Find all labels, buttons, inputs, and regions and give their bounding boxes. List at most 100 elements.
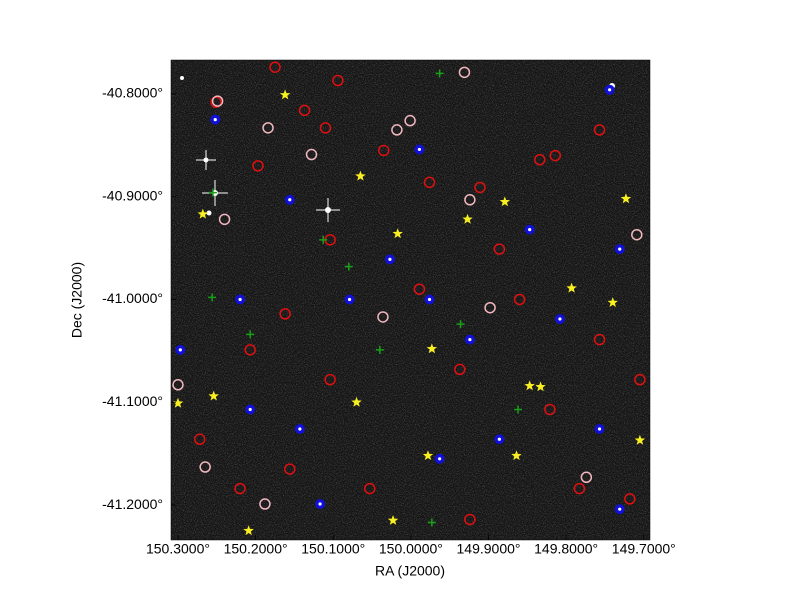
- source-cross: [246, 330, 255, 339]
- source-cross: [319, 235, 328, 244]
- dot-center: [427, 297, 432, 302]
- source-circle: [634, 373, 646, 386]
- source-circle: [284, 463, 296, 475]
- y-tick-label: -41.2000°: [102, 496, 163, 512]
- source-circle: [464, 513, 476, 526]
- source-circle: [324, 373, 336, 386]
- source-circle: [534, 153, 546, 166]
- source-star: [566, 282, 577, 293]
- source-circle: [218, 213, 231, 226]
- source-star: [620, 193, 632, 204]
- source-circle: [319, 122, 332, 134]
- source-dot: [210, 114, 221, 125]
- source-cross: [435, 69, 444, 78]
- source-circle: [484, 301, 496, 314]
- source-dot: [414, 144, 425, 155]
- source-circle: [172, 379, 184, 391]
- source-circle: [259, 498, 271, 510]
- source-circle: [549, 149, 562, 162]
- source-circle: [624, 493, 636, 505]
- source-circle: [593, 333, 606, 346]
- source-star: [279, 89, 291, 100]
- source-star: [351, 396, 362, 407]
- source-dot: [235, 294, 246, 305]
- source-circle: [413, 283, 426, 295]
- source-circle: [332, 74, 344, 87]
- source-dot: [464, 334, 475, 345]
- source-circle: [298, 104, 311, 117]
- markers: [172, 61, 646, 536]
- source-dot: [494, 434, 505, 445]
- source-circle: [423, 176, 436, 189]
- source-star: [462, 213, 473, 224]
- x-tick-label: 150.2000°: [224, 541, 288, 557]
- dot-center: [597, 427, 602, 431]
- source-star: [499, 196, 511, 207]
- source-star: [355, 170, 366, 181]
- source-cross: [208, 188, 217, 197]
- x-axis-label: RA (J2000): [375, 563, 445, 579]
- dot-center: [347, 297, 352, 302]
- source-circle: [404, 114, 416, 127]
- dot-center: [238, 297, 242, 302]
- source-dot: [554, 314, 565, 325]
- sky-image: [171, 60, 650, 540]
- dot-center: [288, 198, 292, 202]
- source-cross: [456, 320, 465, 329]
- source-circle: [234, 482, 246, 495]
- source-dot: [434, 453, 445, 464]
- dot-center: [618, 507, 622, 511]
- dot-center: [417, 147, 422, 152]
- source-circle: [573, 482, 586, 495]
- source-circle: [305, 148, 318, 161]
- source-cross: [208, 293, 217, 302]
- source-circle: [593, 124, 606, 136]
- dot-center: [298, 427, 302, 431]
- source-circle: [269, 61, 281, 73]
- source-circle: [244, 344, 256, 356]
- source-circle: [464, 194, 476, 206]
- source-circle: [377, 311, 389, 323]
- source-dot: [604, 84, 615, 95]
- source-circle: [454, 363, 466, 376]
- source-dot: [284, 194, 295, 205]
- dot-center: [178, 348, 182, 352]
- source-dot: [315, 499, 326, 510]
- x-tick-label: 149.7000°: [612, 541, 676, 557]
- y-tick-label: -41.0000°: [102, 290, 163, 306]
- source-dot: [614, 504, 625, 515]
- source-star: [387, 514, 399, 525]
- source-circle: [252, 160, 264, 172]
- source-circle: [363, 482, 376, 495]
- source-circle: [474, 181, 486, 194]
- source-star: [197, 208, 209, 219]
- dot-center: [608, 88, 612, 92]
- source-circle: [279, 308, 291, 320]
- source-dot: [594, 423, 605, 434]
- source-circle: [580, 471, 593, 484]
- source-dot: [344, 294, 355, 305]
- dot-center: [318, 502, 322, 506]
- source-star: [243, 525, 254, 536]
- source-star: [392, 228, 403, 239]
- source-circle: [513, 293, 526, 306]
- y-tick-label: -40.8000°: [102, 85, 163, 101]
- source-circle: [193, 433, 206, 446]
- dot-center: [248, 407, 252, 412]
- dot-center: [388, 257, 392, 262]
- source-circle: [377, 144, 390, 157]
- source-dot: [384, 254, 395, 265]
- source-star: [535, 381, 546, 392]
- dot-center: [618, 247, 622, 251]
- dot-center: [213, 118, 217, 122]
- dot-center: [468, 337, 472, 342]
- y-tick-label: -40.9000°: [102, 187, 163, 203]
- image-noise: [171, 60, 650, 540]
- dot-center: [438, 457, 442, 461]
- source-circle: [391, 124, 403, 136]
- source-dot: [614, 244, 625, 255]
- source-circle: [493, 243, 506, 255]
- x-tick-label: 149.8000°: [534, 541, 598, 557]
- source-star: [172, 397, 184, 408]
